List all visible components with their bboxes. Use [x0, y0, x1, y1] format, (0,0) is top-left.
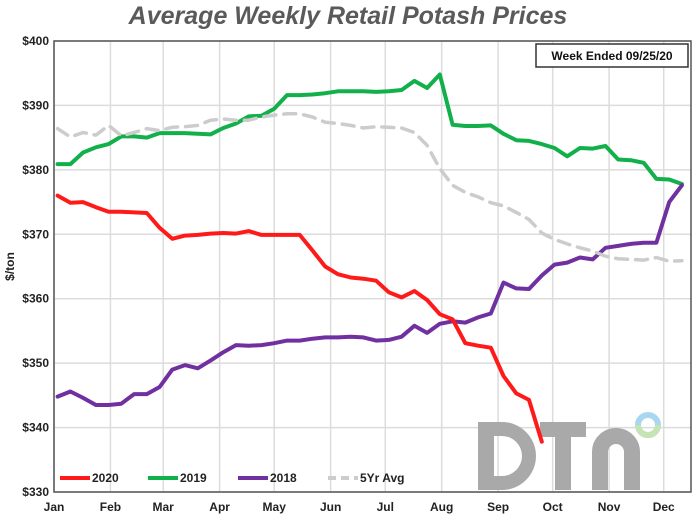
legend-label: 2020 [92, 471, 119, 485]
y-tick-label: $380 [22, 163, 49, 177]
dtn-logo [478, 412, 661, 490]
x-tick-label: Jul [377, 500, 394, 514]
annotation-text: Week Ended 09/25/20 [551, 49, 673, 63]
series-line-2018 [55, 183, 684, 407]
annotation-box [535, 43, 689, 68]
y-axis-label: $/ton [3, 252, 17, 281]
y-tick-label: $350 [22, 356, 49, 370]
y-tick-label: $390 [22, 98, 49, 112]
x-tick-label: Aug [430, 500, 453, 514]
y-tick-label: $340 [22, 421, 49, 435]
x-tick-label: Apr [209, 500, 230, 514]
dtn-logo-letter-d [478, 422, 536, 490]
y-tick-label: $400 [22, 34, 49, 48]
x-tick-label: Jun [320, 500, 341, 514]
legend-label: 2018 [270, 471, 297, 485]
x-tick-label: Sep [487, 500, 509, 514]
chart-title: Average Weekly Retail Potash Prices [128, 2, 568, 30]
x-tick-label: May [263, 500, 287, 514]
legend-label: 5Yr Avg [360, 471, 404, 485]
dtn-logo-circle-lower [635, 424, 661, 438]
x-tick-label: Jan [44, 500, 65, 514]
series-line-5yr-avg [55, 112, 684, 264]
series-line-2020 [55, 193, 544, 444]
y-tick-label: $360 [22, 292, 49, 306]
x-tick-label: Mar [153, 500, 175, 514]
plot-border [53, 40, 692, 493]
legend-label: 2019 [180, 471, 207, 485]
x-tick-label: Oct [543, 500, 563, 514]
x-tick-label: Nov [598, 500, 621, 514]
x-tick-label: Dec [653, 500, 675, 514]
dtn-logo-letter-n [592, 428, 640, 490]
y-tick-label: $330 [22, 485, 49, 499]
y-tick-label: $370 [22, 227, 49, 241]
x-tick-label: Feb [100, 500, 121, 514]
dtn-logo-letter-t-stem [555, 422, 571, 490]
series-line-2019 [55, 72, 684, 186]
